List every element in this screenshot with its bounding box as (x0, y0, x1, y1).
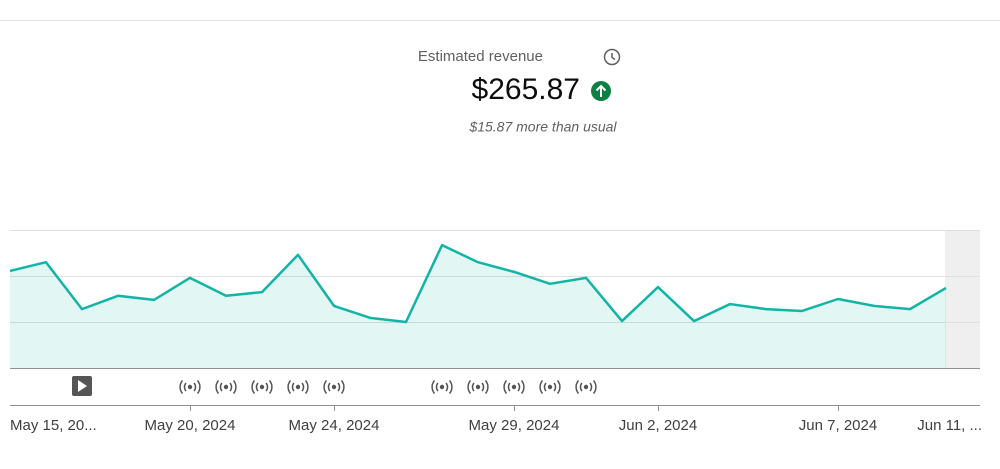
live-icon[interactable] (539, 380, 561, 394)
live-wave (337, 382, 341, 392)
live-wave (327, 382, 331, 392)
x-tick-label: May 15, 20... (10, 417, 97, 434)
live-dot (187, 384, 193, 390)
x-tick-label: Jun 7, 2024 (799, 417, 877, 434)
live-wave (431, 380, 436, 394)
x-tick-label: Jun 2, 2024 (619, 417, 697, 434)
live-icon[interactable] (503, 380, 525, 394)
live-wave (435, 382, 439, 392)
live-wave (520, 380, 525, 394)
live-wave (539, 380, 544, 394)
live-icon[interactable] (251, 380, 273, 394)
metric-title: Estimated revenue (418, 48, 543, 65)
x-tick-label: Jun 11, ... (917, 417, 982, 434)
area (10, 245, 946, 368)
live-wave (183, 382, 187, 392)
live-dot (547, 384, 553, 390)
live-wave (484, 380, 489, 394)
live-wave (287, 380, 292, 394)
live-wave (543, 382, 547, 392)
live-dot (295, 384, 301, 390)
live-wave (196, 380, 201, 394)
line (9, 243, 947, 324)
info-icon[interactable] (603, 48, 621, 66)
live-dot (259, 384, 265, 390)
live-wave (467, 380, 472, 394)
live-icon[interactable] (323, 380, 345, 394)
live-dot (439, 384, 445, 390)
live-icon[interactable] (179, 380, 201, 394)
live-dot (511, 384, 517, 390)
live-icon[interactable] (575, 380, 597, 394)
metric-note: $15.87 more than usual (468, 119, 617, 135)
live-wave (471, 382, 475, 392)
live-wave (556, 380, 561, 394)
live-wave (448, 380, 453, 394)
live-wave (251, 380, 256, 394)
live-icon[interactable] (431, 380, 453, 394)
live-wave (232, 380, 237, 394)
live-dot (223, 384, 229, 390)
live-wave (291, 382, 295, 392)
partial-period (945, 230, 980, 368)
live-wave (215, 380, 220, 394)
live-wave (265, 382, 269, 392)
live-dot (475, 384, 481, 390)
live-icon[interactable] (215, 380, 237, 394)
live-icon[interactable] (287, 380, 309, 394)
video-icon[interactable] (72, 376, 92, 396)
live-wave (517, 382, 521, 392)
live-wave (301, 382, 305, 392)
live-wave (507, 382, 511, 392)
live-wave (219, 382, 223, 392)
x-tick-label: May 24, 2024 (289, 417, 380, 434)
live-wave (575, 380, 580, 394)
live-wave (481, 382, 485, 392)
live-wave (592, 380, 597, 394)
live-wave (179, 380, 184, 394)
live-wave (553, 382, 557, 392)
live-wave (579, 382, 583, 392)
live-wave (193, 382, 197, 392)
live-wave (255, 382, 259, 392)
x-tick-label: May 29, 2024 (469, 417, 560, 434)
live-dot (583, 384, 589, 390)
x-tick-label: May 20, 2024 (145, 417, 236, 434)
live-wave (340, 380, 345, 394)
live-wave (445, 382, 449, 392)
live-wave (229, 382, 233, 392)
metric-value: $265.87 (472, 73, 580, 106)
live-wave (589, 382, 593, 392)
live-dot (331, 384, 337, 390)
up-icon (591, 81, 611, 101)
live-icon[interactable] (467, 380, 489, 394)
live-wave (503, 380, 508, 394)
live-wave (323, 380, 328, 394)
live-wave (268, 380, 273, 394)
live-wave (304, 380, 309, 394)
